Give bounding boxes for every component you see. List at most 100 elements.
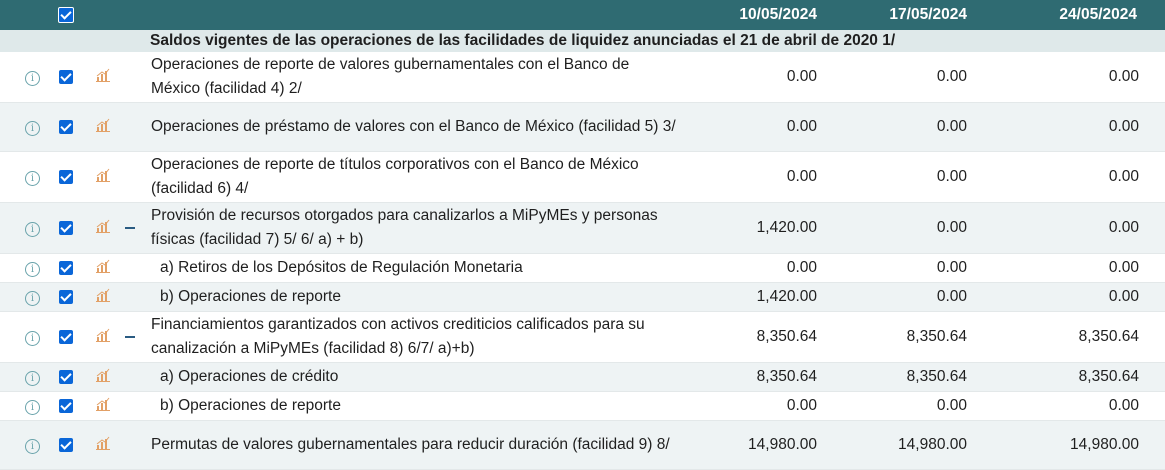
cell-value: 8,350.64 xyxy=(995,362,1165,392)
cell-value: 8,350.64 xyxy=(695,311,845,363)
row-label: a) Operaciones de crédito xyxy=(150,362,695,392)
bar-chart-icon xyxy=(95,368,110,387)
table-header: 10/05/2024 17/05/2024 24/05/2024 xyxy=(0,0,1165,30)
table-row: i b) Operaciones de reporte 0.00 0.00 0.00 xyxy=(0,391,1165,421)
checkbox-icon xyxy=(59,329,73,344)
bar-chart-icon xyxy=(95,328,110,347)
collapse-toggle[interactable] xyxy=(121,202,150,254)
info-icon: i xyxy=(25,262,40,277)
bar-chart-icon xyxy=(95,436,110,455)
header-spacer xyxy=(84,0,121,30)
chart-button[interactable] xyxy=(84,391,121,421)
row-checkbox[interactable] xyxy=(48,362,84,392)
table-row: i Operaciones de reporte de valores guber… xyxy=(0,52,1165,103)
info-button[interactable]: i xyxy=(0,102,48,152)
chart-button[interactable] xyxy=(84,420,121,470)
select-all-checkbox[interactable] xyxy=(48,0,84,30)
row-label: b) Operaciones de reporte xyxy=(150,282,695,312)
info-icon: i xyxy=(25,71,40,86)
table-row: i Operaciones de reporte de títulos corpo… xyxy=(0,151,1165,203)
cell-value: 0.00 xyxy=(995,52,1165,103)
bar-chart-icon xyxy=(95,219,110,238)
row-checkbox[interactable] xyxy=(48,282,84,312)
row-checkbox[interactable] xyxy=(48,52,84,103)
column-header-date: 24/05/2024 xyxy=(1059,6,1137,23)
row-checkbox[interactable] xyxy=(48,420,84,470)
row-label: Provisión de recursos otorgados para can… xyxy=(150,202,695,254)
cell-value: 8,350.64 xyxy=(695,362,845,392)
header-spacer xyxy=(121,0,150,30)
checkbox-icon xyxy=(59,69,73,84)
table-row: i Operaciones de préstamo de valores con … xyxy=(0,102,1165,152)
header-spacer xyxy=(150,0,695,30)
row-label: a) Retiros de los Depósitos de Regulació… xyxy=(150,253,695,283)
collapse-toggle[interactable] xyxy=(121,311,150,363)
checkbox-icon xyxy=(59,437,73,452)
info-button[interactable]: i xyxy=(0,391,48,421)
section-row: Saldos vigentes de las operaciones de la… xyxy=(0,30,1165,52)
info-button[interactable]: i xyxy=(0,202,48,254)
checkbox-icon xyxy=(59,220,73,235)
chart-button[interactable] xyxy=(84,282,121,312)
expand-spacer xyxy=(121,362,150,392)
checkbox-icon xyxy=(59,260,73,275)
cell-value: 0.00 xyxy=(845,391,995,421)
chart-button[interactable] xyxy=(84,202,121,254)
expand-spacer xyxy=(121,151,150,203)
chart-button[interactable] xyxy=(84,253,121,283)
info-icon: i xyxy=(25,171,40,186)
row-checkbox[interactable] xyxy=(48,253,84,283)
row-checkbox[interactable] xyxy=(48,202,84,254)
info-icon: i xyxy=(25,291,40,306)
info-button[interactable]: i xyxy=(0,253,48,283)
cell-value: 8,350.64 xyxy=(995,311,1165,363)
row-label: b) Operaciones de reporte xyxy=(150,391,695,421)
info-button[interactable]: i xyxy=(0,151,48,203)
expand-spacer xyxy=(121,253,150,283)
chart-button[interactable] xyxy=(84,151,121,203)
info-button[interactable]: i xyxy=(0,311,48,363)
info-icon: i xyxy=(25,371,40,386)
cell-value: 14,980.00 xyxy=(995,420,1165,470)
cell-value: 0.00 xyxy=(695,253,845,283)
bar-chart-icon xyxy=(95,118,110,137)
section-title: Saldos vigentes de las operaciones de la… xyxy=(150,32,896,49)
row-checkbox[interactable] xyxy=(48,391,84,421)
chart-button[interactable] xyxy=(84,102,121,152)
expand-spacer xyxy=(121,102,150,152)
chart-button[interactable] xyxy=(84,52,121,103)
info-button[interactable]: i xyxy=(0,420,48,470)
cell-value: 0.00 xyxy=(845,202,995,254)
checkbox-icon xyxy=(59,289,73,304)
info-button[interactable]: i xyxy=(0,282,48,312)
expand-spacer xyxy=(121,391,150,421)
cell-value: 14,980.00 xyxy=(695,420,845,470)
row-checkbox[interactable] xyxy=(48,102,84,152)
cell-value: 0.00 xyxy=(845,52,995,103)
cell-value: 0.00 xyxy=(995,282,1165,312)
row-checkbox[interactable] xyxy=(48,151,84,203)
bar-chart-icon xyxy=(95,168,110,187)
checkbox-icon xyxy=(59,119,73,134)
bar-chart-icon xyxy=(95,288,110,307)
expand-spacer xyxy=(121,420,150,470)
table-row: i Financiamientos garantizados con activo… xyxy=(0,311,1165,363)
cell-value: 1,420.00 xyxy=(695,202,845,254)
table-row: i a) Retiros de los Depósitos de Regulaci… xyxy=(0,253,1165,283)
info-icon: i xyxy=(25,121,40,136)
checkbox-icon xyxy=(59,369,73,384)
cell-value: 0.00 xyxy=(995,391,1165,421)
expand-spacer xyxy=(121,282,150,312)
cell-value: 0.00 xyxy=(995,151,1165,203)
info-button[interactable]: i xyxy=(0,52,48,103)
cell-value: 0.00 xyxy=(995,202,1165,254)
table-row: i Permutas de valores gubernamentales par… xyxy=(0,420,1165,470)
row-checkbox[interactable] xyxy=(48,311,84,363)
bar-chart-icon xyxy=(95,259,110,278)
info-button[interactable]: i xyxy=(0,362,48,392)
table-row: i Provisión de recursos otorgados para ca… xyxy=(0,202,1165,254)
cell-value: 0.00 xyxy=(845,282,995,312)
cell-value: 8,350.64 xyxy=(845,311,995,363)
chart-button[interactable] xyxy=(84,362,121,392)
chart-button[interactable] xyxy=(84,311,121,363)
